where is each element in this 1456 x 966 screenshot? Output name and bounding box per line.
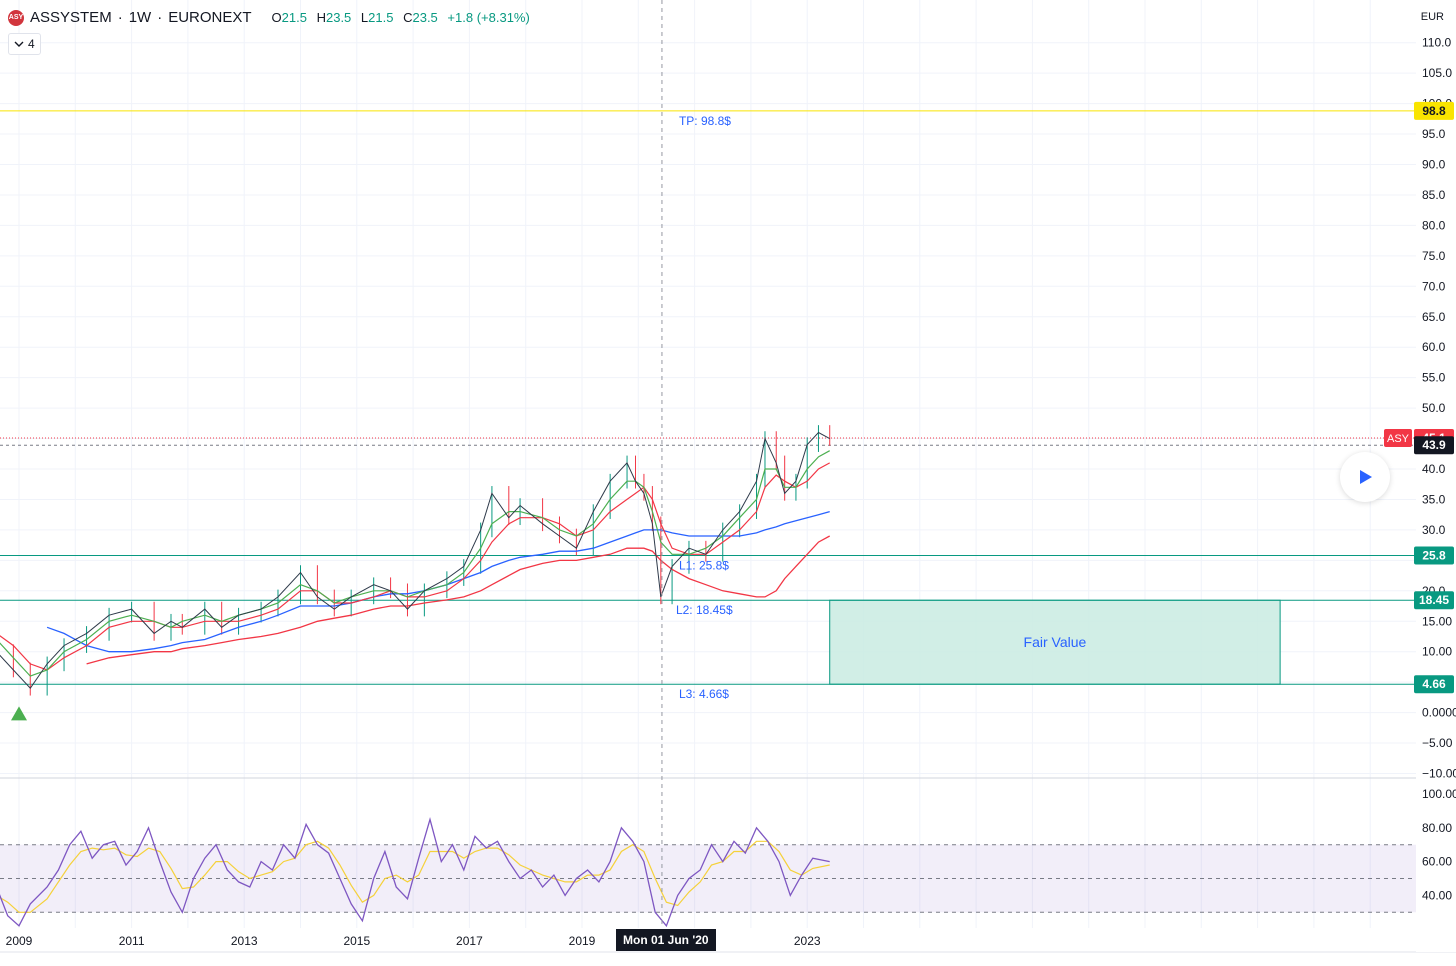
time-axis: 2009 2011 2013 2015 2017 2019 2023: [6, 934, 821, 948]
price-badge-text: 18.45: [1419, 593, 1449, 607]
high-value: 23.5: [325, 10, 352, 25]
rsi-tick-label: 80.00: [1422, 821, 1452, 835]
price-tick-label: 40.0: [1422, 462, 1446, 476]
annotation-l3: L3: 4.66$: [679, 687, 729, 701]
fair-value-zone: [829, 599, 1281, 685]
play-icon: [1360, 470, 1372, 484]
horizontal-levels: [0, 110, 1416, 685]
price-tick-label: 95.0: [1422, 127, 1446, 141]
annotation-tp: TP: 98.8$: [679, 114, 731, 128]
price-tick-label: 75.0: [1422, 249, 1446, 263]
annotation-l2: L2: 18.45$: [676, 603, 733, 617]
symbol-tag-text: ASY: [1387, 433, 1410, 445]
rsi-line: [0, 816, 830, 928]
price-badge-text: 43.9: [1422, 438, 1446, 452]
rsi-tick-label: 100.00: [1422, 787, 1456, 801]
exchange: EURONEXT: [168, 9, 252, 26]
price-badge-text: 25.8: [1422, 548, 1446, 562]
interval[interactable]: 1W: [128, 9, 152, 26]
low-value: 21.5: [368, 10, 394, 25]
open-value: 21.5: [281, 10, 307, 25]
price-tick-label: 90.0: [1422, 158, 1446, 172]
price-line: [0, 431, 830, 689]
price-tick-label: 35.0: [1422, 492, 1446, 506]
price-badge: [1414, 546, 1454, 565]
time-tick-label: 2011: [119, 934, 145, 948]
price-tick-label: 105.0: [1422, 66, 1452, 80]
price-tick-label: 30.0: [1422, 523, 1446, 537]
company-logo: ASY: [8, 9, 24, 26]
price-tick-label: 15.00: [1422, 614, 1452, 628]
price-axis: EUR110.0105.0100.095.090.085.080.075.070…: [1384, 0, 1456, 952]
symbol-name[interactable]: ASSYSTEM: [30, 9, 112, 26]
close-value: 23.5: [412, 10, 438, 25]
currency-label: EUR: [1421, 11, 1444, 23]
fair-value-zone-layer: [829, 599, 1281, 685]
price-tick-label: 70.0: [1422, 279, 1446, 293]
price-tick-label: −10.00: [1422, 767, 1456, 781]
change-value: +1.8 (+8.31%): [447, 10, 530, 25]
replay-button[interactable]: [1340, 452, 1390, 502]
symbol-legend: ASY ASSYSTEM · 1W · EURONEXT O21.5 H23.5…: [8, 9, 530, 26]
rsi-tick-label: 40.00: [1422, 888, 1452, 902]
crosshair-date-label: Mon 01 Jun '20: [616, 929, 716, 951]
time-tick-label: 2015: [343, 934, 370, 948]
time-tick-label: 2013: [231, 934, 258, 948]
price-tick-label: 0.0000: [1422, 706, 1456, 720]
price-tick-label: 60.0: [1422, 340, 1446, 354]
price-axis-bg: [1416, 0, 1456, 952]
annotation-l1: L1: 25.8$: [679, 558, 729, 572]
time-tick-label: 2009: [6, 934, 33, 948]
sma-blue-line: [46, 510, 830, 653]
price-tick-label: 80.0: [1422, 218, 1446, 232]
ohlc-values: O21.5 H23.5 L21.5 C23.5 +1.8 (+8.31%): [271, 10, 530, 25]
annotations-layer: TP: 98.8$ L1: 25.8$ L2: 18.45$ L3: 4.66$ Fai…: [676, 114, 1087, 701]
price-badge-text: 4.66: [1422, 677, 1446, 691]
indicators-toggle-button[interactable]: 4: [8, 33, 41, 55]
price-badge: [1414, 436, 1454, 455]
price-series-layer: [0, 425, 831, 721]
symbol-tag: [1384, 428, 1412, 447]
time-tick-label: 2019: [569, 934, 596, 948]
buy-signal-triangle-icon: [11, 706, 27, 721]
price-badge-text: 98.8: [1422, 104, 1446, 118]
indicator-count: 4: [28, 37, 35, 51]
price-tick-label: 55.0: [1422, 371, 1446, 385]
zone-label: Fair Value: [1024, 634, 1087, 650]
price-tick-label: 50.0: [1422, 401, 1446, 415]
price-tick-label: 85.0: [1422, 188, 1446, 202]
price-tick-label: 10.00: [1422, 645, 1452, 659]
price-badge: [1414, 101, 1454, 120]
price-badge: [1414, 591, 1454, 610]
time-tick-label: 2023: [794, 934, 821, 948]
price-tick-label: 110.0: [1422, 36, 1451, 50]
sma-slow-line: [86, 535, 831, 665]
time-tick-label: 2017: [456, 934, 483, 948]
rsi-pane: [0, 816, 1416, 928]
price-badge: [1414, 675, 1454, 694]
rsi-tick-label: 60.00: [1422, 855, 1452, 869]
chevron-down-icon: [14, 41, 24, 47]
price-tick-label: −5.00: [1422, 736, 1453, 750]
price-tick-label: 65.0: [1422, 310, 1446, 324]
